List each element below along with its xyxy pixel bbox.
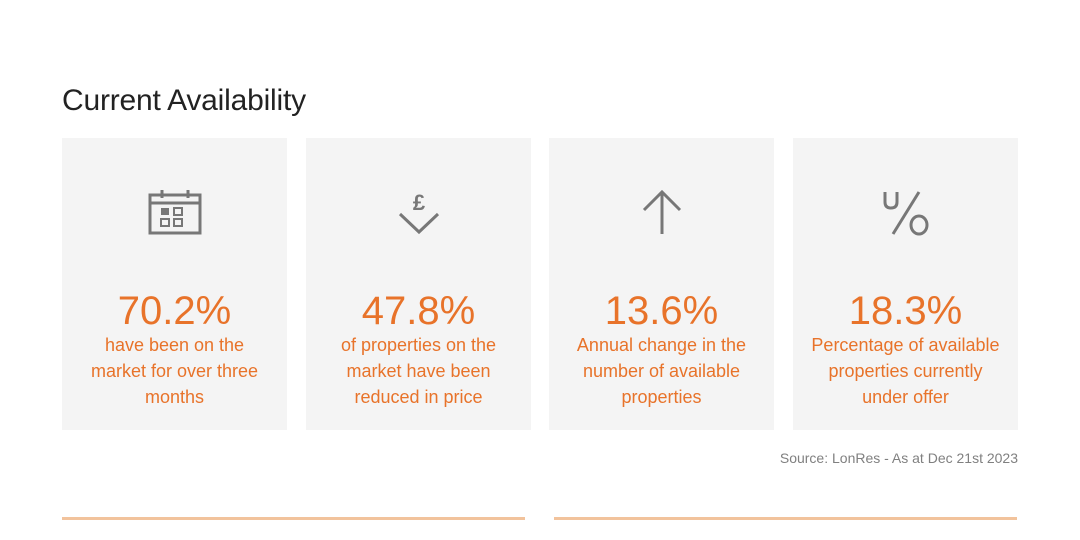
stat-card-price-reduced: £ 47.8% of properties on the market have… — [306, 138, 531, 430]
divider-right — [554, 517, 1017, 520]
stat-value: 70.2% — [117, 289, 232, 333]
calendar-icon — [62, 188, 287, 236]
stat-value: 13.6% — [604, 289, 719, 333]
stat-value: 18.3% — [848, 289, 963, 333]
stat-description: Annual change in the number of available… — [576, 335, 747, 407]
divider-left — [62, 517, 525, 520]
stat-description: Percentage of available properties curre… — [811, 335, 1000, 407]
svg-text:£: £ — [412, 190, 425, 215]
source-note: Source: LonRes - As at Dec 21st 2023 — [779, 450, 1018, 466]
stat-card-under-offer: 18.3% Percentage of available properties… — [793, 138, 1018, 430]
stat-description: of properties on the market have been re… — [340, 335, 497, 407]
stat-card-months-on-market: 70.2% have been on the market for over t… — [62, 138, 287, 430]
stat-description: have been on the market for over three m… — [90, 335, 259, 407]
stat-card-annual-change: 13.6% Annual change in the number of ava… — [549, 138, 774, 430]
price-reduction-icon: £ — [306, 188, 531, 236]
arrow-up-icon — [549, 188, 774, 236]
page-title: Current Availability — [62, 84, 306, 117]
stat-value: 47.8% — [361, 289, 476, 333]
under-offer-icon — [793, 188, 1018, 236]
